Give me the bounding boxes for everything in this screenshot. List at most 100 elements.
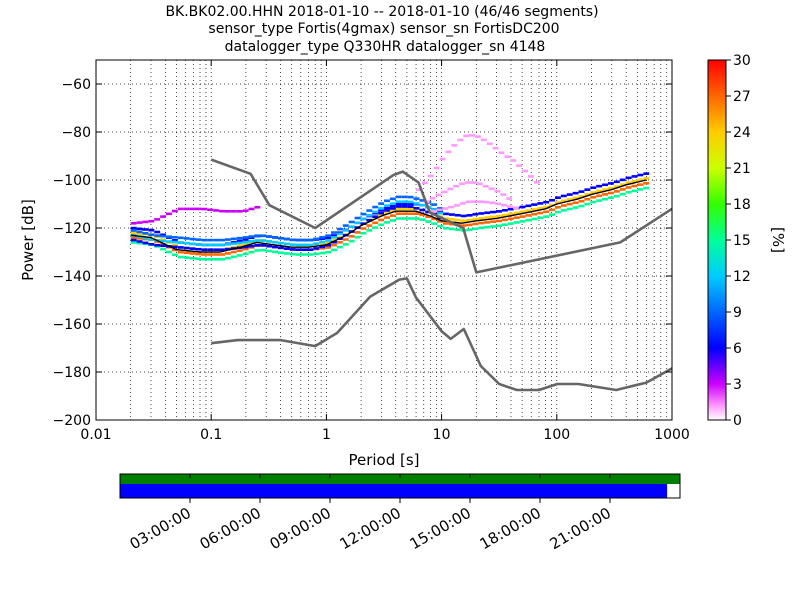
- y-axis-label: Power [dB]: [19, 199, 37, 281]
- histogram-cell: [490, 220, 497, 223]
- histogram-cell: [519, 205, 526, 209]
- histogram-cell: [543, 200, 550, 204]
- histogram-cell: [207, 253, 214, 256]
- histogram-cell: [154, 234, 161, 237]
- histogram-cell: [484, 225, 491, 229]
- histogram-cell: [490, 225, 497, 228]
- histogram-cell: [519, 215, 526, 218]
- histogram-cell: [171, 243, 178, 247]
- histogram-cell: [590, 200, 597, 204]
- histogram-cell: [301, 243, 308, 247]
- histogram-cell: [224, 256, 231, 260]
- histogram-cell: [242, 209, 249, 213]
- histogram-cell: [596, 199, 603, 202]
- histogram-cell: [171, 235, 178, 239]
- histogram-cell: [584, 193, 591, 196]
- histogram-cell: [183, 256, 190, 259]
- histogram-cell: [602, 183, 608, 187]
- histogram-cell: [513, 211, 520, 215]
- histogram-cell: [189, 207, 196, 211]
- histogram-cell: [519, 210, 526, 214]
- histogram-cell: [348, 239, 355, 243]
- histogram-cell: [490, 215, 497, 219]
- histogram-cell: [413, 217, 420, 220]
- histogram-cell: [427, 174, 434, 178]
- histogram-cell: [510, 159, 517, 162]
- histogram-cell: [513, 216, 520, 219]
- histogram-cell: [442, 226, 449, 230]
- histogram-cell: [389, 207, 396, 210]
- histogram-cell: [512, 206, 519, 210]
- histogram-cell: [525, 214, 532, 217]
- histogram-cell: [378, 207, 385, 210]
- histogram-cell: [372, 211, 379, 215]
- histogram-cell: [319, 251, 326, 255]
- histogram-cell: [177, 236, 184, 240]
- histogram-cell: [465, 200, 472, 203]
- histogram-cell: [407, 202, 414, 206]
- histogram-cell: [354, 216, 361, 220]
- y-tick-label: −140: [53, 269, 91, 285]
- y-tick-label: −100: [53, 173, 91, 189]
- histogram-cell: [533, 180, 540, 184]
- histogram-cell: [613, 180, 620, 184]
- histogram-cell: [566, 202, 573, 206]
- histogram-cell: [439, 157, 446, 161]
- histogram-cell: [325, 239, 332, 242]
- histogram-cell: [166, 250, 172, 254]
- histogram-cell: [325, 250, 332, 254]
- histogram-cell: [472, 222, 479, 226]
- histogram-cell: [471, 200, 478, 203]
- histogram-cell: [453, 184, 460, 188]
- histogram-cell: [331, 248, 337, 252]
- histogram-cell: [554, 196, 561, 199]
- histogram-cell: [213, 238, 220, 242]
- histogram-cell: [336, 241, 343, 244]
- histogram-cell: [486, 142, 493, 145]
- histogram-cell: [537, 206, 544, 210]
- histogram-cell: [177, 255, 184, 259]
- histogram-cell: [160, 238, 167, 241]
- histogram-cell: [389, 219, 396, 222]
- histogram-cell: [488, 187, 495, 190]
- histogram-cell: [613, 194, 620, 198]
- histogram-cell: [295, 238, 302, 242]
- histogram-cell: [395, 202, 402, 206]
- histogram-cell: [496, 224, 502, 228]
- histogram-cell: [301, 248, 308, 251]
- histogram-cell: [537, 211, 544, 215]
- histogram-cell: [336, 227, 343, 231]
- histogram-cell: [177, 246, 184, 249]
- histogram-cell: [378, 218, 385, 222]
- histogram-cell: [501, 223, 508, 226]
- histogram-cell: [331, 243, 337, 247]
- histogram-cell: [431, 203, 438, 206]
- histogram-cell: [543, 210, 550, 214]
- histogram-cell: [578, 190, 585, 193]
- histogram-cell: [596, 184, 603, 188]
- histogram-cell: [460, 219, 467, 223]
- histogram-cell: [431, 208, 438, 211]
- histogram-cell: [277, 241, 284, 245]
- histogram-cell: [543, 215, 550, 218]
- histogram-cell: [248, 244, 255, 248]
- histogram-cell: [283, 247, 290, 250]
- histogram-cell: [171, 209, 178, 213]
- histogram-cell: [495, 202, 502, 206]
- histogram-cell: [480, 138, 487, 142]
- histogram-cell: [421, 181, 428, 185]
- histogram-cell: [230, 250, 237, 254]
- histogram-cell: [437, 220, 443, 223]
- histogram-cell: [590, 191, 597, 194]
- histogram-cell: [136, 237, 143, 240]
- histogram-cell: [442, 212, 449, 216]
- histogram-cell: [319, 246, 326, 250]
- histogram-cell: [166, 212, 172, 216]
- histogram-cell: [313, 237, 320, 241]
- histogram-cell: [549, 198, 555, 202]
- histogram-cell: [325, 243, 332, 247]
- histogram-cell: [242, 236, 249, 239]
- colorbar-tick-label: 27: [733, 89, 751, 105]
- histogram-cell: [230, 237, 237, 241]
- histogram-cell: [465, 181, 471, 184]
